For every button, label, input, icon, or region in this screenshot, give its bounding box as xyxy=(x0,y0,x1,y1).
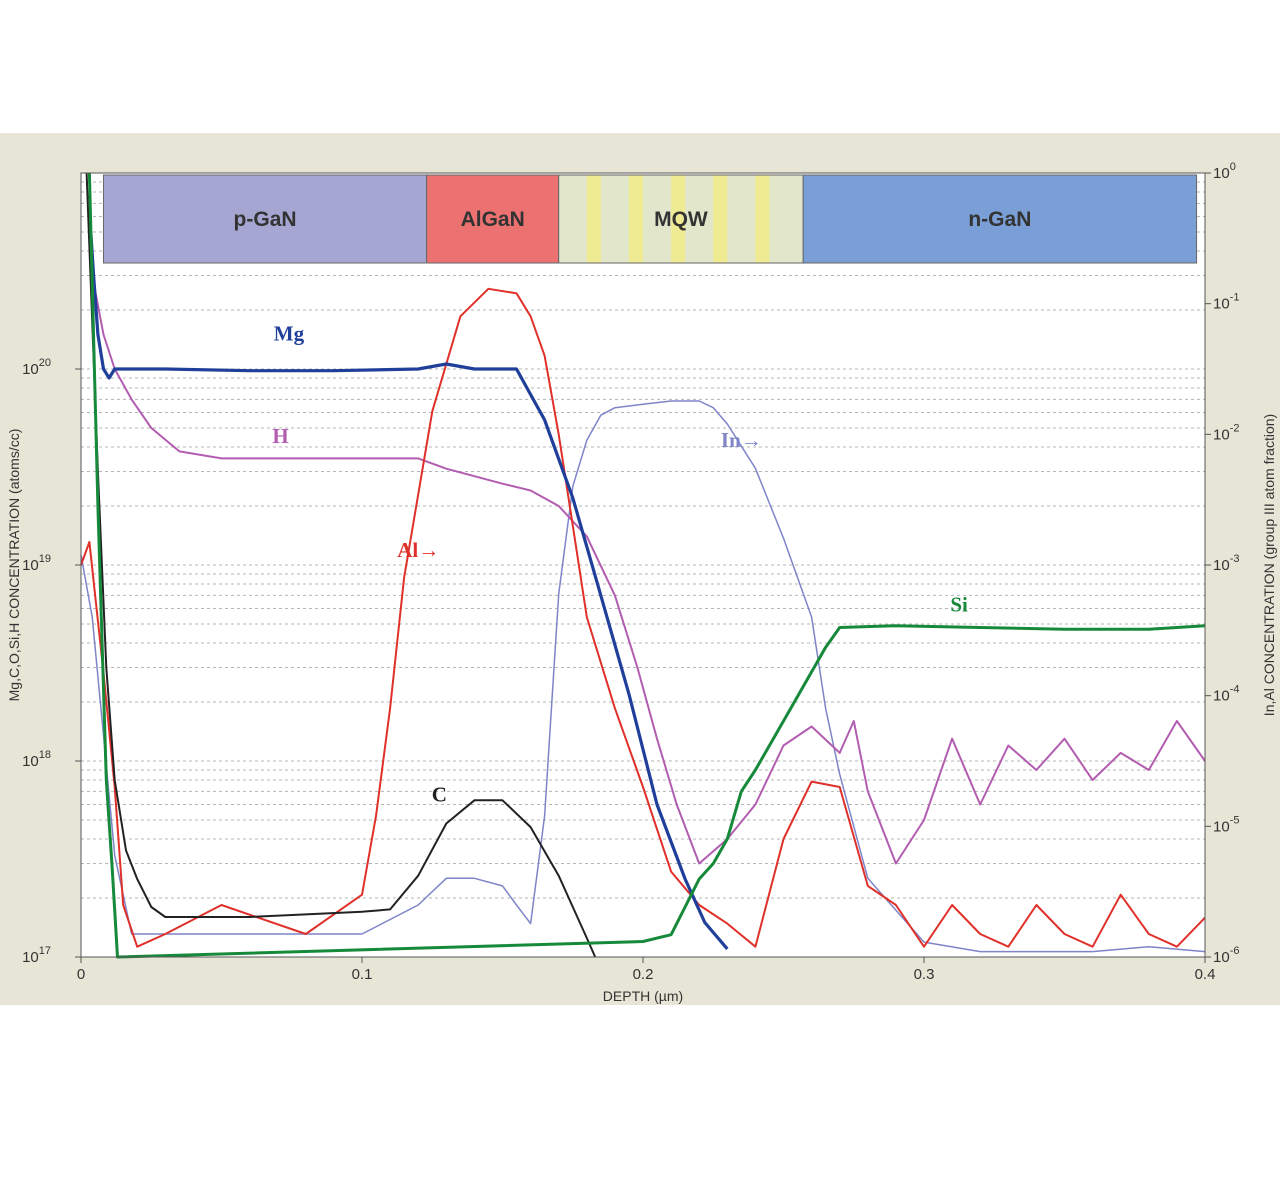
label-in: In→ xyxy=(721,428,762,452)
series-h-line xyxy=(91,275,1206,865)
mqw-stripe xyxy=(628,175,643,263)
layer-border xyxy=(802,174,1198,264)
y-tick-label: 1017 xyxy=(22,945,51,966)
layer-p-gan xyxy=(103,175,427,263)
figure-panel: p-GaN AlGaN MQW n-GaN 0 0.1 0.2 0.3 0.4 1017 1018… xyxy=(0,133,1280,1005)
x-tick-label: 0.2 xyxy=(633,966,654,983)
mqw-stripe xyxy=(671,175,686,263)
series-in-line xyxy=(80,400,1206,953)
y2-tick-label: 10-4 xyxy=(1213,684,1239,705)
y2-tick-label: 10-3 xyxy=(1213,553,1239,574)
y-axis-label: Mg,C,O,Si,H CONCENTRATION (atoms/cc) xyxy=(6,429,22,702)
series-si-line xyxy=(87,172,1206,959)
y-tick-label: 1019 xyxy=(22,553,51,574)
layer-algan xyxy=(426,175,559,263)
label-h: H xyxy=(272,424,288,448)
layer-label-n-gan: n-GaN xyxy=(968,208,1031,231)
x-tick-label: 0.1 xyxy=(352,966,373,983)
ticks: 0 0.1 0.2 0.3 0.4 1017 1018 1019 1020 100 10-1 10-2… xyxy=(22,161,1239,983)
y2-axis-label: In,Al CONCENTRATION (group III atom frac… xyxy=(1261,414,1277,716)
label-al: Al→ xyxy=(397,538,439,562)
series-c-line xyxy=(85,172,597,958)
y-tick-label: 1018 xyxy=(22,749,51,770)
chart: p-GaN AlGaN MQW n-GaN 0 0.1 0.2 0.3 0.4 1017 1018… xyxy=(6,161,1277,1004)
series-mg-line xyxy=(89,231,729,950)
layer-label-algan: AlGaN xyxy=(461,208,525,231)
series-group xyxy=(80,172,1206,959)
x-tick-label: 0.3 xyxy=(914,966,935,983)
layer-bar: p-GaN AlGaN MQW n-GaN xyxy=(102,174,1198,264)
y2-tick-label: 10-2 xyxy=(1213,422,1239,443)
y2-tick-label: 10-5 xyxy=(1213,814,1239,835)
layer-n-gan xyxy=(803,175,1197,263)
x-axis-label: DEPTH (µm) xyxy=(603,988,683,1004)
layer-label-mqw: MQW xyxy=(654,208,708,231)
layer-label-p-gan: p-GaN xyxy=(234,208,297,231)
series-al-line xyxy=(80,287,1206,948)
y2-tick-label: 10-6 xyxy=(1213,945,1239,966)
x-tick-label: 0 xyxy=(77,966,85,983)
label-si: Si xyxy=(950,592,968,616)
label-c: C xyxy=(432,783,447,807)
mqw-stripe xyxy=(713,175,728,263)
y2-tick-label: 100 xyxy=(1213,161,1236,182)
mqw-stripe xyxy=(586,175,601,263)
y2-tick-label: 10-1 xyxy=(1213,292,1239,313)
label-mg: Mg xyxy=(274,321,305,345)
x-tick-label: 0.4 xyxy=(1195,966,1216,983)
mqw-stripe xyxy=(755,175,770,263)
y-tick-label: 1020 xyxy=(22,357,51,378)
series-labels: Mg H Al→ In→ Si C xyxy=(272,321,968,806)
